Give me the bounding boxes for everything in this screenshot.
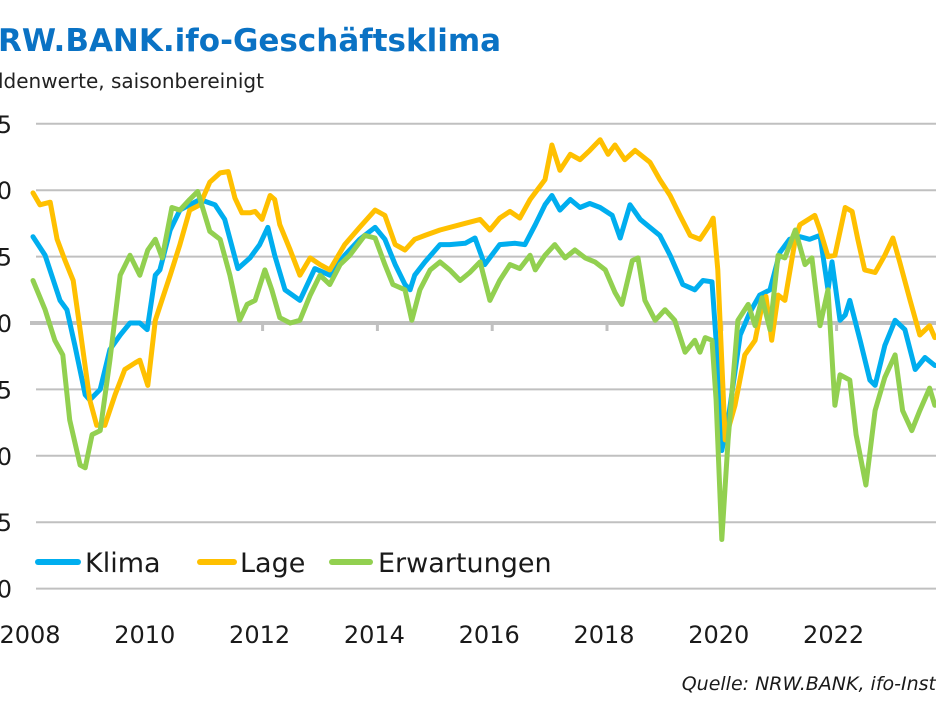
legend: Klima Lage Erwartungen [35,548,552,579]
x-tick-label: 2008 [0,621,61,649]
x-tick-label: 2020 [688,621,749,649]
y-tick-label: 0 [0,310,12,338]
x-tick-label: 2016 [459,621,520,649]
y-axis-ticks: 15 10 5 0 -5 -10 -15 -20 [0,111,12,604]
x-tick-label: 2022 [803,621,864,649]
source-note: Quelle: NRW.BANK, ifo-Inst [682,673,936,695]
y-tick-label: -10 [0,443,12,471]
y-tick-label: -5 [0,376,12,404]
legend-label-klima: Klima [85,548,161,579]
series-line-klima [30,193,936,453]
legend-label-erwartungen: Erwartungen [378,548,552,579]
x-tick-label: 2014 [344,621,405,649]
x-tick-label: 2018 [573,621,634,649]
series-line-erwartungen [30,189,936,542]
gridlines [30,122,936,590]
y-tick-label: -20 [0,576,12,604]
legend-label-lage: Lage [240,548,305,579]
y-tick-label: -15 [0,509,12,537]
series-lines [30,137,936,542]
chart-title: RW.BANK.ifo-Geschäftsklima [0,23,501,59]
y-tick-label: 15 [0,111,12,139]
x-axis-ticks: 2008 2010 2012 2014 2016 2018 2020 2022 [0,621,864,649]
y-tick-label: 10 [0,177,12,205]
series-line-lage [30,137,936,443]
chart-subtitle: ldenwerte, saisonbereinigt [0,69,264,93]
x-tick-label: 2010 [114,621,175,649]
x-tick-label: 2012 [229,621,290,649]
y-tick-label: 5 [0,244,12,272]
